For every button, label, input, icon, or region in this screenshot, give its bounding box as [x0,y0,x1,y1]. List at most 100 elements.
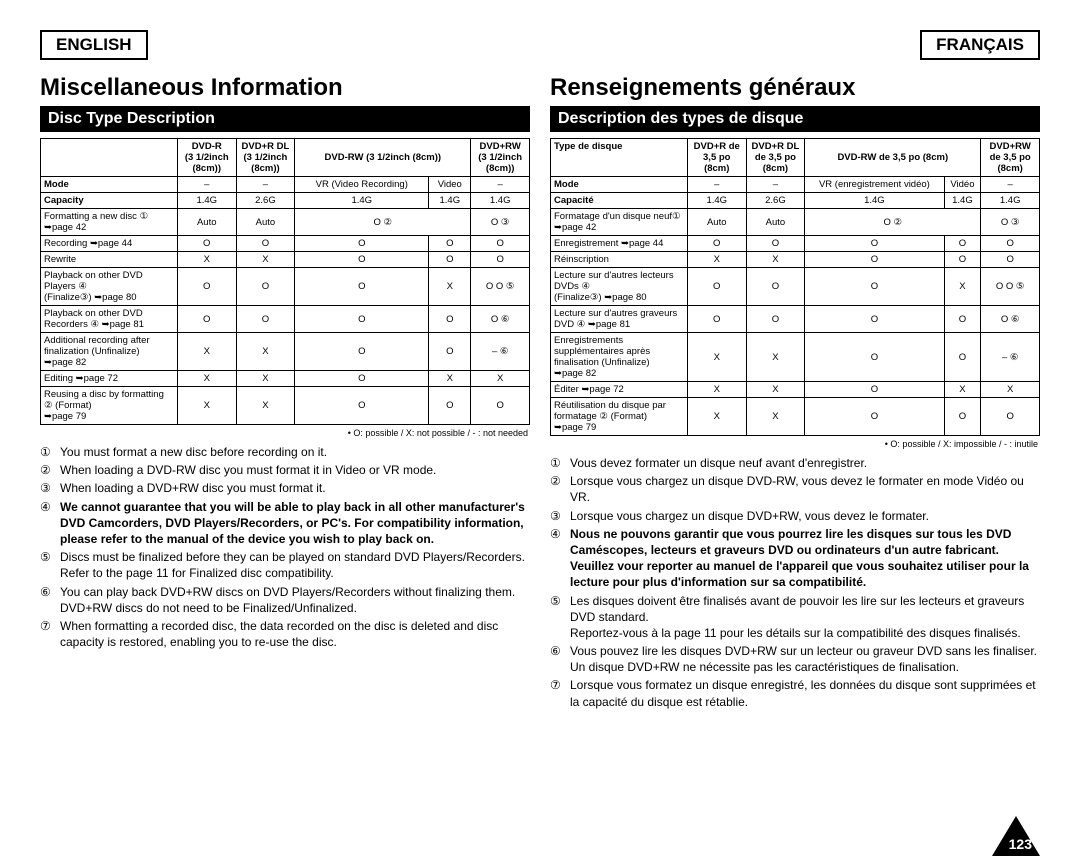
cell: O [295,333,429,371]
cell: X [687,252,746,268]
cell: O [944,398,981,436]
th: DVD-RW de 3,5 po (8cm) [805,139,981,177]
table-row: Enregistrements supplémentaires après fi… [551,333,1040,382]
note-item: ①Vous devez formater un disque neuf avan… [570,455,1040,471]
cell: X [687,398,746,436]
cell: Vidéo [944,177,981,193]
cell: O [295,371,429,387]
cell: O [687,306,746,333]
cell: O [746,268,805,306]
row-label: Lecture sur d'autres lecteurs DVDs ④(Fin… [551,268,688,306]
notes-fr: ①Vous devez formater un disque neuf avan… [550,455,1040,710]
cell: O [236,268,295,306]
subtitle-fr: Description des types de disque [550,106,1040,132]
cell: O [429,252,471,268]
cell: X [746,398,805,436]
note-item: ⑦Lorsque vous formatez un disque enregis… [570,677,1040,709]
row-label: Playback on other DVD Players ④(Finalize… [41,268,178,306]
row-label: Reusing a disc by formatting ② (Format)➥… [41,387,178,425]
table-row: Editing ➥page 72XXOXX [41,371,530,387]
cell: O [471,252,530,268]
cell: O [295,268,429,306]
note-item: ⑦When formatting a recorded disc, the da… [60,618,530,650]
cell: O [944,252,981,268]
cell: O [429,236,471,252]
cell: X [429,371,471,387]
note-item: ⑤Discs must be finalized before they can… [60,549,530,581]
row-label: Mode [41,177,178,193]
row-label: Réinscription [551,252,688,268]
cell: X [687,382,746,398]
note-item: ⑥Vous pouvez lire les disques DVD+RW sur… [570,643,1040,675]
note-item: ①You must format a new disc before recor… [60,444,530,460]
table-row: Reusing a disc by formatting ② (Format)➥… [41,387,530,425]
cell: – [687,177,746,193]
cell: O ⑥ [981,306,1040,333]
table-row: Formatage d'un disque neuf① ➥page 42Auto… [551,209,1040,236]
row-label: Formatage d'un disque neuf① ➥page 42 [551,209,688,236]
cell: – [177,177,236,193]
cell: O ⑥ [471,306,530,333]
cell: 1.4G [981,193,1040,209]
cell: X [177,252,236,268]
cell: 1.4G [177,193,236,209]
row-label: Capacité [551,193,688,209]
row-label: Editing ➥page 72 [41,371,178,387]
cell: O [295,306,429,333]
disc-table-en: DVD-R(3 1/2inch (8cm)) DVD+R DL(3 1/2inc… [40,138,530,425]
cell: X [177,333,236,371]
cell: O [944,333,981,382]
table-row: Éditer ➥page 72XXOXX [551,382,1040,398]
table-row: Mode––VR (enregistrement vidéo)Vidéo– [551,177,1040,193]
th: DVD+RW [480,141,521,152]
cell: X [746,333,805,382]
cell: X [471,371,530,387]
cell: – [746,177,805,193]
row-label: Lecture sur d'autres graveurs DVD ④ ➥pag… [551,306,688,333]
cell: Video [429,177,471,193]
cell: 1.4G [295,193,429,209]
note-item: ③Lorsque vous chargez un disque DVD+RW, … [570,508,1040,524]
note-item: ⑥You can play back DVD+RW discs on DVD P… [60,584,530,616]
cell: O O ⑤ [471,268,530,306]
cell: O [805,382,944,398]
table-row: Playback on other DVD Recorders ④ ➥page … [41,306,530,333]
cell: O ③ [981,209,1040,236]
cell: O ② [295,209,471,236]
table-row: Recording ➥page 44OOOOO [41,236,530,252]
note-item: ⑤Les disques doivent être finalisés avan… [570,593,1040,642]
section-title-en: Miscellaneous Information [40,74,530,102]
row-label: Enregistrements supplémentaires après fi… [551,333,688,382]
cell: O [429,333,471,371]
cell: O [177,306,236,333]
table-row: Capacity1.4G2.6G1.4G1.4G1.4G [41,193,530,209]
cell: X [177,387,236,425]
cell: O [295,387,429,425]
table-row: Capacité1.4G2.6G1.4G1.4G1.4G [551,193,1040,209]
cell: O [805,236,944,252]
cell: X [746,382,805,398]
cell: – [471,177,530,193]
cell: O [944,236,981,252]
table-row: Réutilisation du disque par formatage ② … [551,398,1040,436]
cell: – [236,177,295,193]
cell: O [981,398,1040,436]
cell: X [429,268,471,306]
th: DVD+R de 3,5 po (8cm) [687,139,746,177]
table-row: Lecture sur d'autres graveurs DVD ④ ➥pag… [551,306,1040,333]
cell: O [177,236,236,252]
cell: O [805,398,944,436]
cell: 1.4G [429,193,471,209]
row-label: Capacity [41,193,178,209]
legend-fr: • O: possible / X: impossible / - : inut… [550,436,1040,455]
cell: 1.4G [687,193,746,209]
cell: X [236,333,295,371]
cell: O [236,306,295,333]
cell: O [805,333,944,382]
cell: X [944,382,981,398]
cell: O [981,236,1040,252]
cell: O [687,268,746,306]
row-label: Recording ➥page 44 [41,236,178,252]
cell: 1.4G [944,193,981,209]
table-row: RewriteXXOOO [41,252,530,268]
